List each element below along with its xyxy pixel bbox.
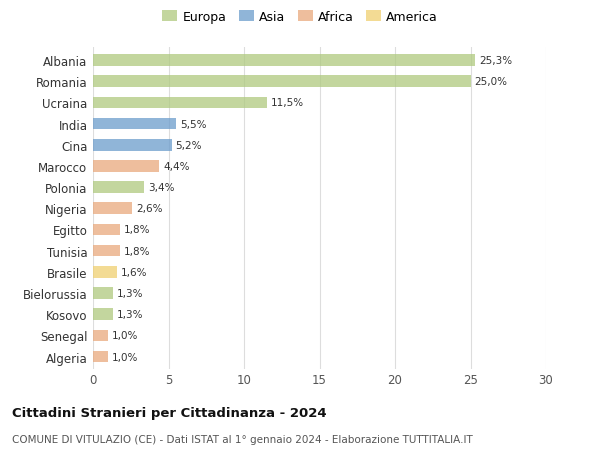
Bar <box>93 76 470 88</box>
Text: 1,8%: 1,8% <box>124 246 151 256</box>
Bar <box>93 97 266 109</box>
Text: 3,4%: 3,4% <box>148 183 175 193</box>
Text: 1,3%: 1,3% <box>116 309 143 319</box>
Text: 1,0%: 1,0% <box>112 352 138 362</box>
Text: Cittadini Stranieri per Cittadinanza - 2024: Cittadini Stranieri per Cittadinanza - 2… <box>12 406 326 419</box>
Bar <box>93 266 117 278</box>
Text: 11,5%: 11,5% <box>271 98 304 108</box>
Legend: Europa, Asia, Africa, America: Europa, Asia, Africa, America <box>163 11 437 24</box>
Text: 5,5%: 5,5% <box>180 119 206 129</box>
Bar <box>93 224 120 236</box>
Bar <box>93 203 132 215</box>
Bar <box>93 330 108 341</box>
Bar <box>93 161 160 173</box>
Bar <box>93 288 113 299</box>
Text: 1,0%: 1,0% <box>112 330 138 341</box>
Bar <box>93 118 176 130</box>
Text: 25,0%: 25,0% <box>474 77 507 87</box>
Text: 2,6%: 2,6% <box>136 204 163 214</box>
Bar <box>93 309 113 320</box>
Bar <box>93 140 172 151</box>
Text: 1,8%: 1,8% <box>124 225 151 235</box>
Bar <box>93 351 108 363</box>
Bar <box>93 55 475 67</box>
Text: 25,3%: 25,3% <box>479 56 512 66</box>
Text: 1,6%: 1,6% <box>121 267 148 277</box>
Text: 5,2%: 5,2% <box>175 140 202 151</box>
Bar <box>93 182 145 194</box>
Bar <box>93 245 120 257</box>
Text: 4,4%: 4,4% <box>163 162 190 172</box>
Text: 1,3%: 1,3% <box>116 288 143 298</box>
Text: COMUNE DI VITULAZIO (CE) - Dati ISTAT al 1° gennaio 2024 - Elaborazione TUTTITAL: COMUNE DI VITULAZIO (CE) - Dati ISTAT al… <box>12 434 473 444</box>
